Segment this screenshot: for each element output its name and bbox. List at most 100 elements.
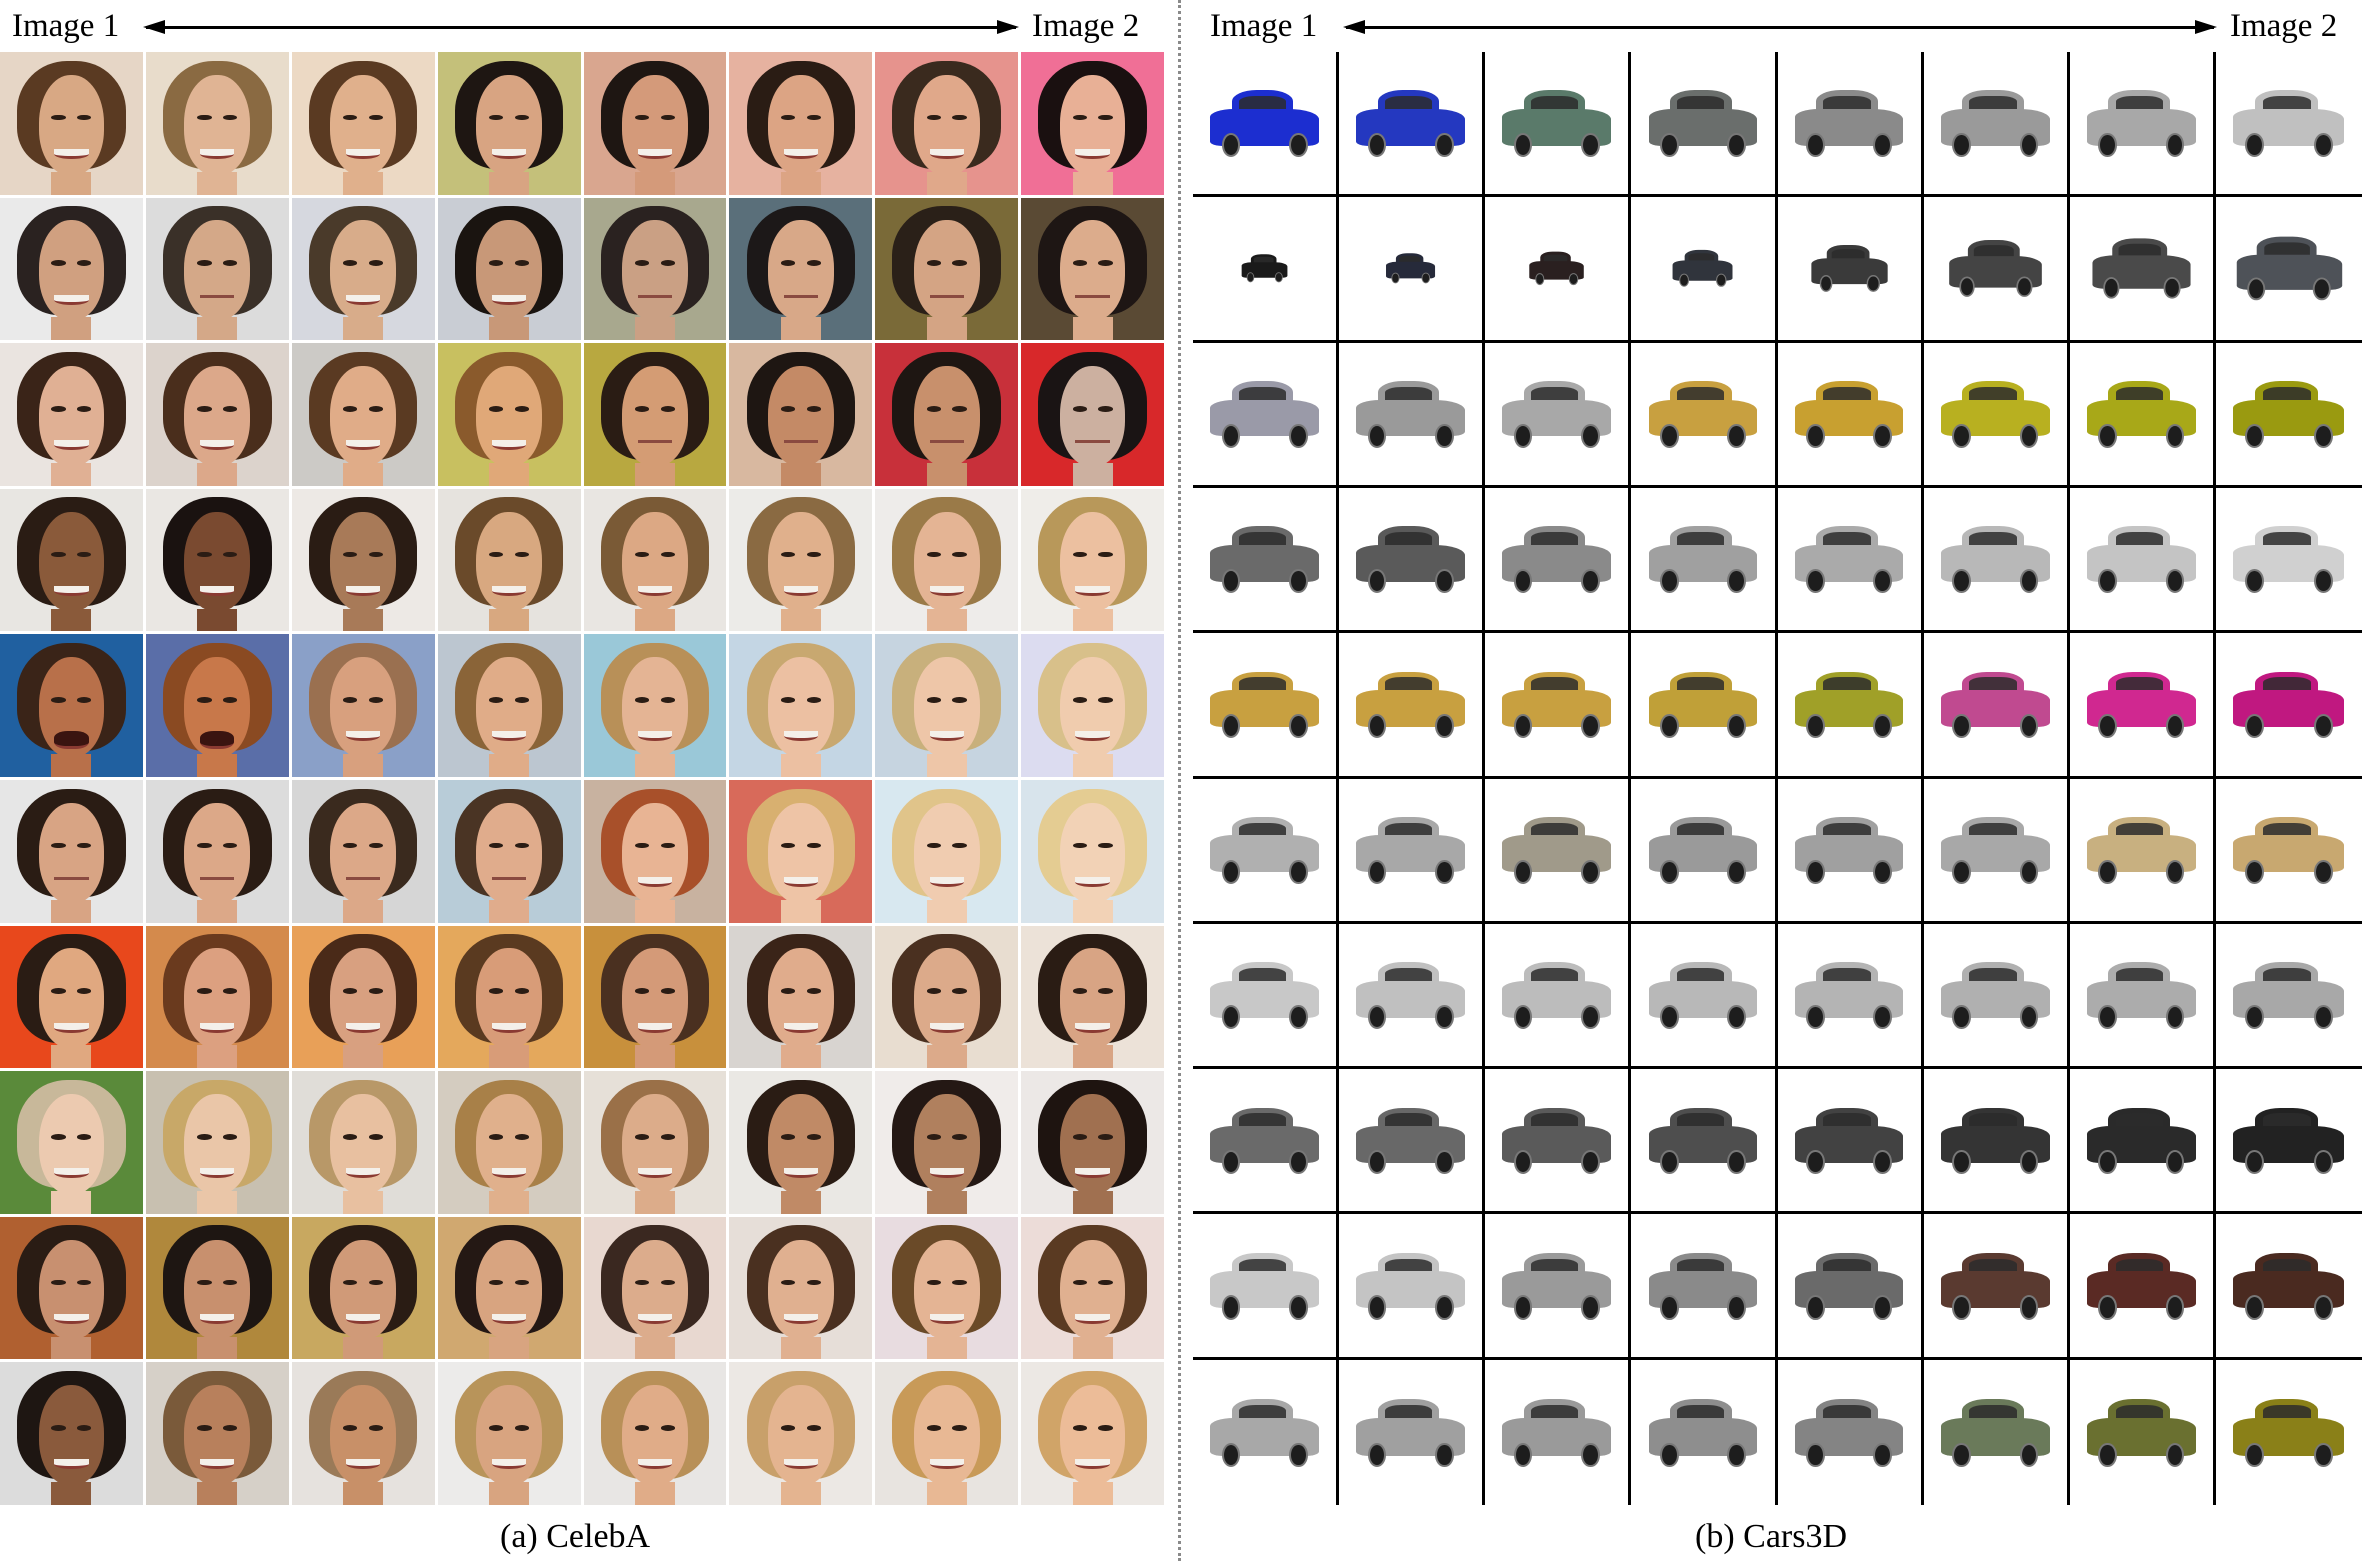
car-render — [1778, 779, 1921, 921]
face-skin — [913, 657, 980, 758]
car-image — [1193, 342, 1340, 488]
face-image — [437, 488, 581, 632]
car-image — [2215, 923, 2362, 1070]
face-mouth — [346, 1168, 381, 1179]
car-render — [1339, 779, 1482, 921]
face-image — [437, 634, 581, 777]
car-rear-wheel — [1873, 133, 1892, 158]
face-left-eye — [1072, 988, 1087, 995]
car-render — [1631, 924, 1774, 1066]
face-right-eye — [660, 1425, 675, 1431]
car-window — [1823, 1258, 1871, 1275]
car-front-wheel — [1513, 714, 1533, 739]
face-left-eye — [197, 1133, 212, 1140]
car-front-wheel — [1806, 859, 1825, 884]
car-render — [1235, 239, 1295, 299]
car-rear-wheel — [1421, 272, 1431, 284]
car-render — [1193, 343, 1336, 485]
car-window — [1384, 532, 1433, 548]
car-image — [1923, 1069, 2070, 1215]
face-image — [729, 780, 873, 923]
car-window — [1531, 1404, 1579, 1421]
face-image — [291, 1362, 435, 1505]
car-rear-wheel — [1288, 1150, 1308, 1175]
car-image — [1631, 923, 1778, 1070]
face-skin — [330, 1094, 397, 1194]
face-neck — [343, 754, 384, 777]
car-rear-wheel — [1873, 568, 1892, 594]
face-neck — [197, 1045, 238, 1069]
car-render — [1485, 1069, 1628, 1211]
car-window — [1823, 1113, 1871, 1129]
car-front-wheel — [1819, 275, 1833, 293]
face-mouth — [929, 731, 964, 742]
car-image — [2215, 1069, 2362, 1215]
face-left-eye — [926, 260, 941, 267]
face-left-eye — [489, 1133, 504, 1140]
car-rear-wheel — [1581, 859, 1600, 884]
face-neck — [51, 608, 92, 632]
face-image — [145, 488, 289, 632]
face-neck — [51, 171, 92, 195]
car-rear-wheel — [2165, 1442, 2185, 1468]
car-render — [1924, 1069, 2067, 1211]
face-left-eye — [1072, 697, 1087, 703]
face-image — [145, 1071, 289, 1214]
face-neck — [780, 1190, 821, 1214]
car-window — [2262, 1258, 2311, 1275]
face-skin — [476, 220, 542, 321]
face-image — [0, 1071, 143, 1214]
face-mouth — [200, 1022, 235, 1033]
car-rear-wheel — [1873, 1004, 1892, 1030]
face-skin — [184, 1239, 251, 1340]
face-left-eye — [197, 260, 212, 267]
face-right-eye — [952, 114, 967, 121]
face-mouth — [929, 148, 964, 160]
car-image — [1485, 197, 1632, 343]
face-right-eye — [660, 551, 675, 558]
car-front-wheel — [1806, 423, 1825, 448]
face-left-eye — [1072, 1425, 1087, 1431]
face-mouth — [346, 876, 381, 880]
car-image — [1923, 923, 2070, 1070]
face-mouth — [637, 1022, 673, 1033]
face-image — [875, 488, 1019, 632]
face-left-eye — [634, 1425, 650, 1431]
face-right-eye — [514, 260, 530, 267]
car-image — [2069, 487, 2216, 634]
face-image — [583, 1216, 727, 1360]
face-neck — [926, 1482, 967, 1505]
car-image — [1777, 778, 1924, 924]
car-render — [2216, 1069, 2362, 1211]
face-neck — [51, 462, 92, 486]
face-mouth — [637, 148, 673, 160]
car-window — [1969, 386, 2017, 403]
face-left-eye — [51, 1279, 66, 1286]
face-right-eye — [77, 988, 92, 995]
car-image — [2069, 1069, 2216, 1215]
car-window — [1384, 1258, 1433, 1275]
car-front-wheel — [1660, 1295, 1679, 1320]
car-image — [1485, 1214, 1632, 1360]
face-right-eye — [952, 842, 967, 849]
face-left-eye — [489, 697, 504, 703]
face-skin — [767, 1385, 834, 1486]
face-neck — [51, 1336, 92, 1360]
left-caption: (a) CelebA — [500, 1518, 651, 1555]
car-rear-wheel — [1581, 1150, 1600, 1175]
face-skin — [38, 220, 105, 321]
face-image — [291, 488, 435, 632]
car-image — [1193, 1359, 1340, 1505]
car-front-wheel — [2098, 423, 2117, 448]
face-skin — [330, 657, 397, 758]
car-render — [1193, 52, 1336, 194]
car-front-wheel — [1367, 1004, 1387, 1030]
car-render — [1778, 1214, 1921, 1356]
car-render — [1339, 924, 1482, 1066]
face-skin — [767, 366, 834, 466]
face-right-eye — [660, 260, 675, 267]
car-window — [1384, 967, 1433, 984]
car-render — [2070, 633, 2213, 775]
car-render — [1664, 229, 1743, 307]
car-front-wheel — [1367, 714, 1387, 739]
